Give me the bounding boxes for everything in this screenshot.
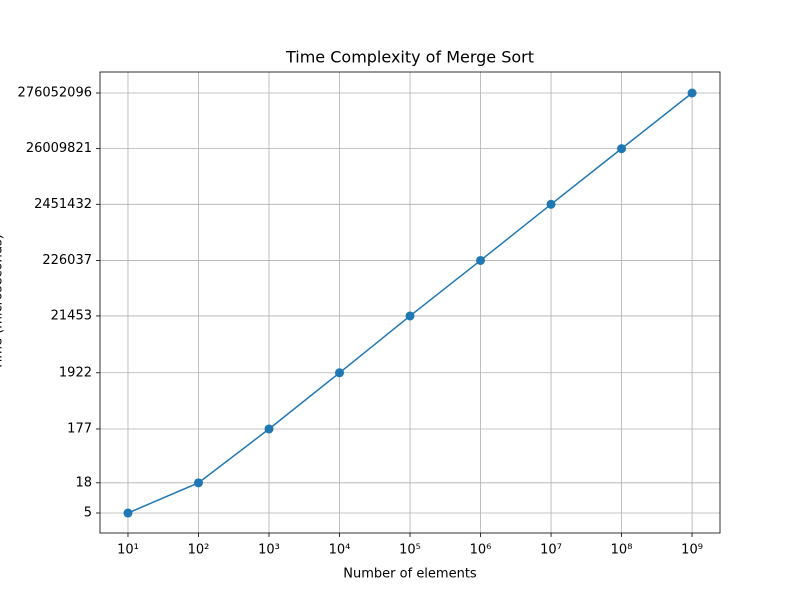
x-tick-label: 10⁴	[329, 543, 351, 558]
data-point	[405, 311, 415, 321]
y-tick-label: 2451432	[34, 197, 92, 212]
x-tick-label: 10¹	[117, 543, 139, 558]
data-point	[617, 144, 627, 154]
chart-title: Time Complexity of Merge Sort	[285, 48, 534, 67]
x-tick-label: 10²	[188, 543, 210, 558]
data-point	[687, 88, 697, 98]
y-tick-label: 26009821	[26, 141, 92, 156]
x-tick-label: 10⁷	[540, 543, 562, 558]
y-axis-label: Time (microseconds)	[0, 234, 6, 371]
y-tick-label: 21453	[51, 308, 92, 323]
y-tick-label: 226037	[42, 253, 92, 268]
y-tick-label: 1922	[59, 365, 92, 380]
y-tick-label: 177	[67, 421, 92, 436]
x-tick-label: 10³	[258, 543, 280, 558]
y-tick-label: 5	[84, 506, 92, 521]
data-point	[335, 368, 345, 378]
x-tick-label: 10⁶	[470, 543, 492, 558]
plot-frame	[99, 71, 721, 534]
y-tick-label: 276052096	[18, 85, 92, 100]
x-tick-label: 10⁵	[399, 543, 421, 558]
data-point	[476, 255, 486, 265]
data-point	[264, 424, 274, 434]
data-point	[123, 508, 133, 518]
y-tick-label: 18	[75, 475, 92, 490]
x-tick-label: 10⁹	[681, 543, 703, 558]
x-axis-label: Number of elements	[343, 567, 477, 582]
x-tick-label: 10⁸	[611, 543, 633, 558]
data-point	[193, 478, 203, 488]
data-point	[546, 199, 556, 209]
